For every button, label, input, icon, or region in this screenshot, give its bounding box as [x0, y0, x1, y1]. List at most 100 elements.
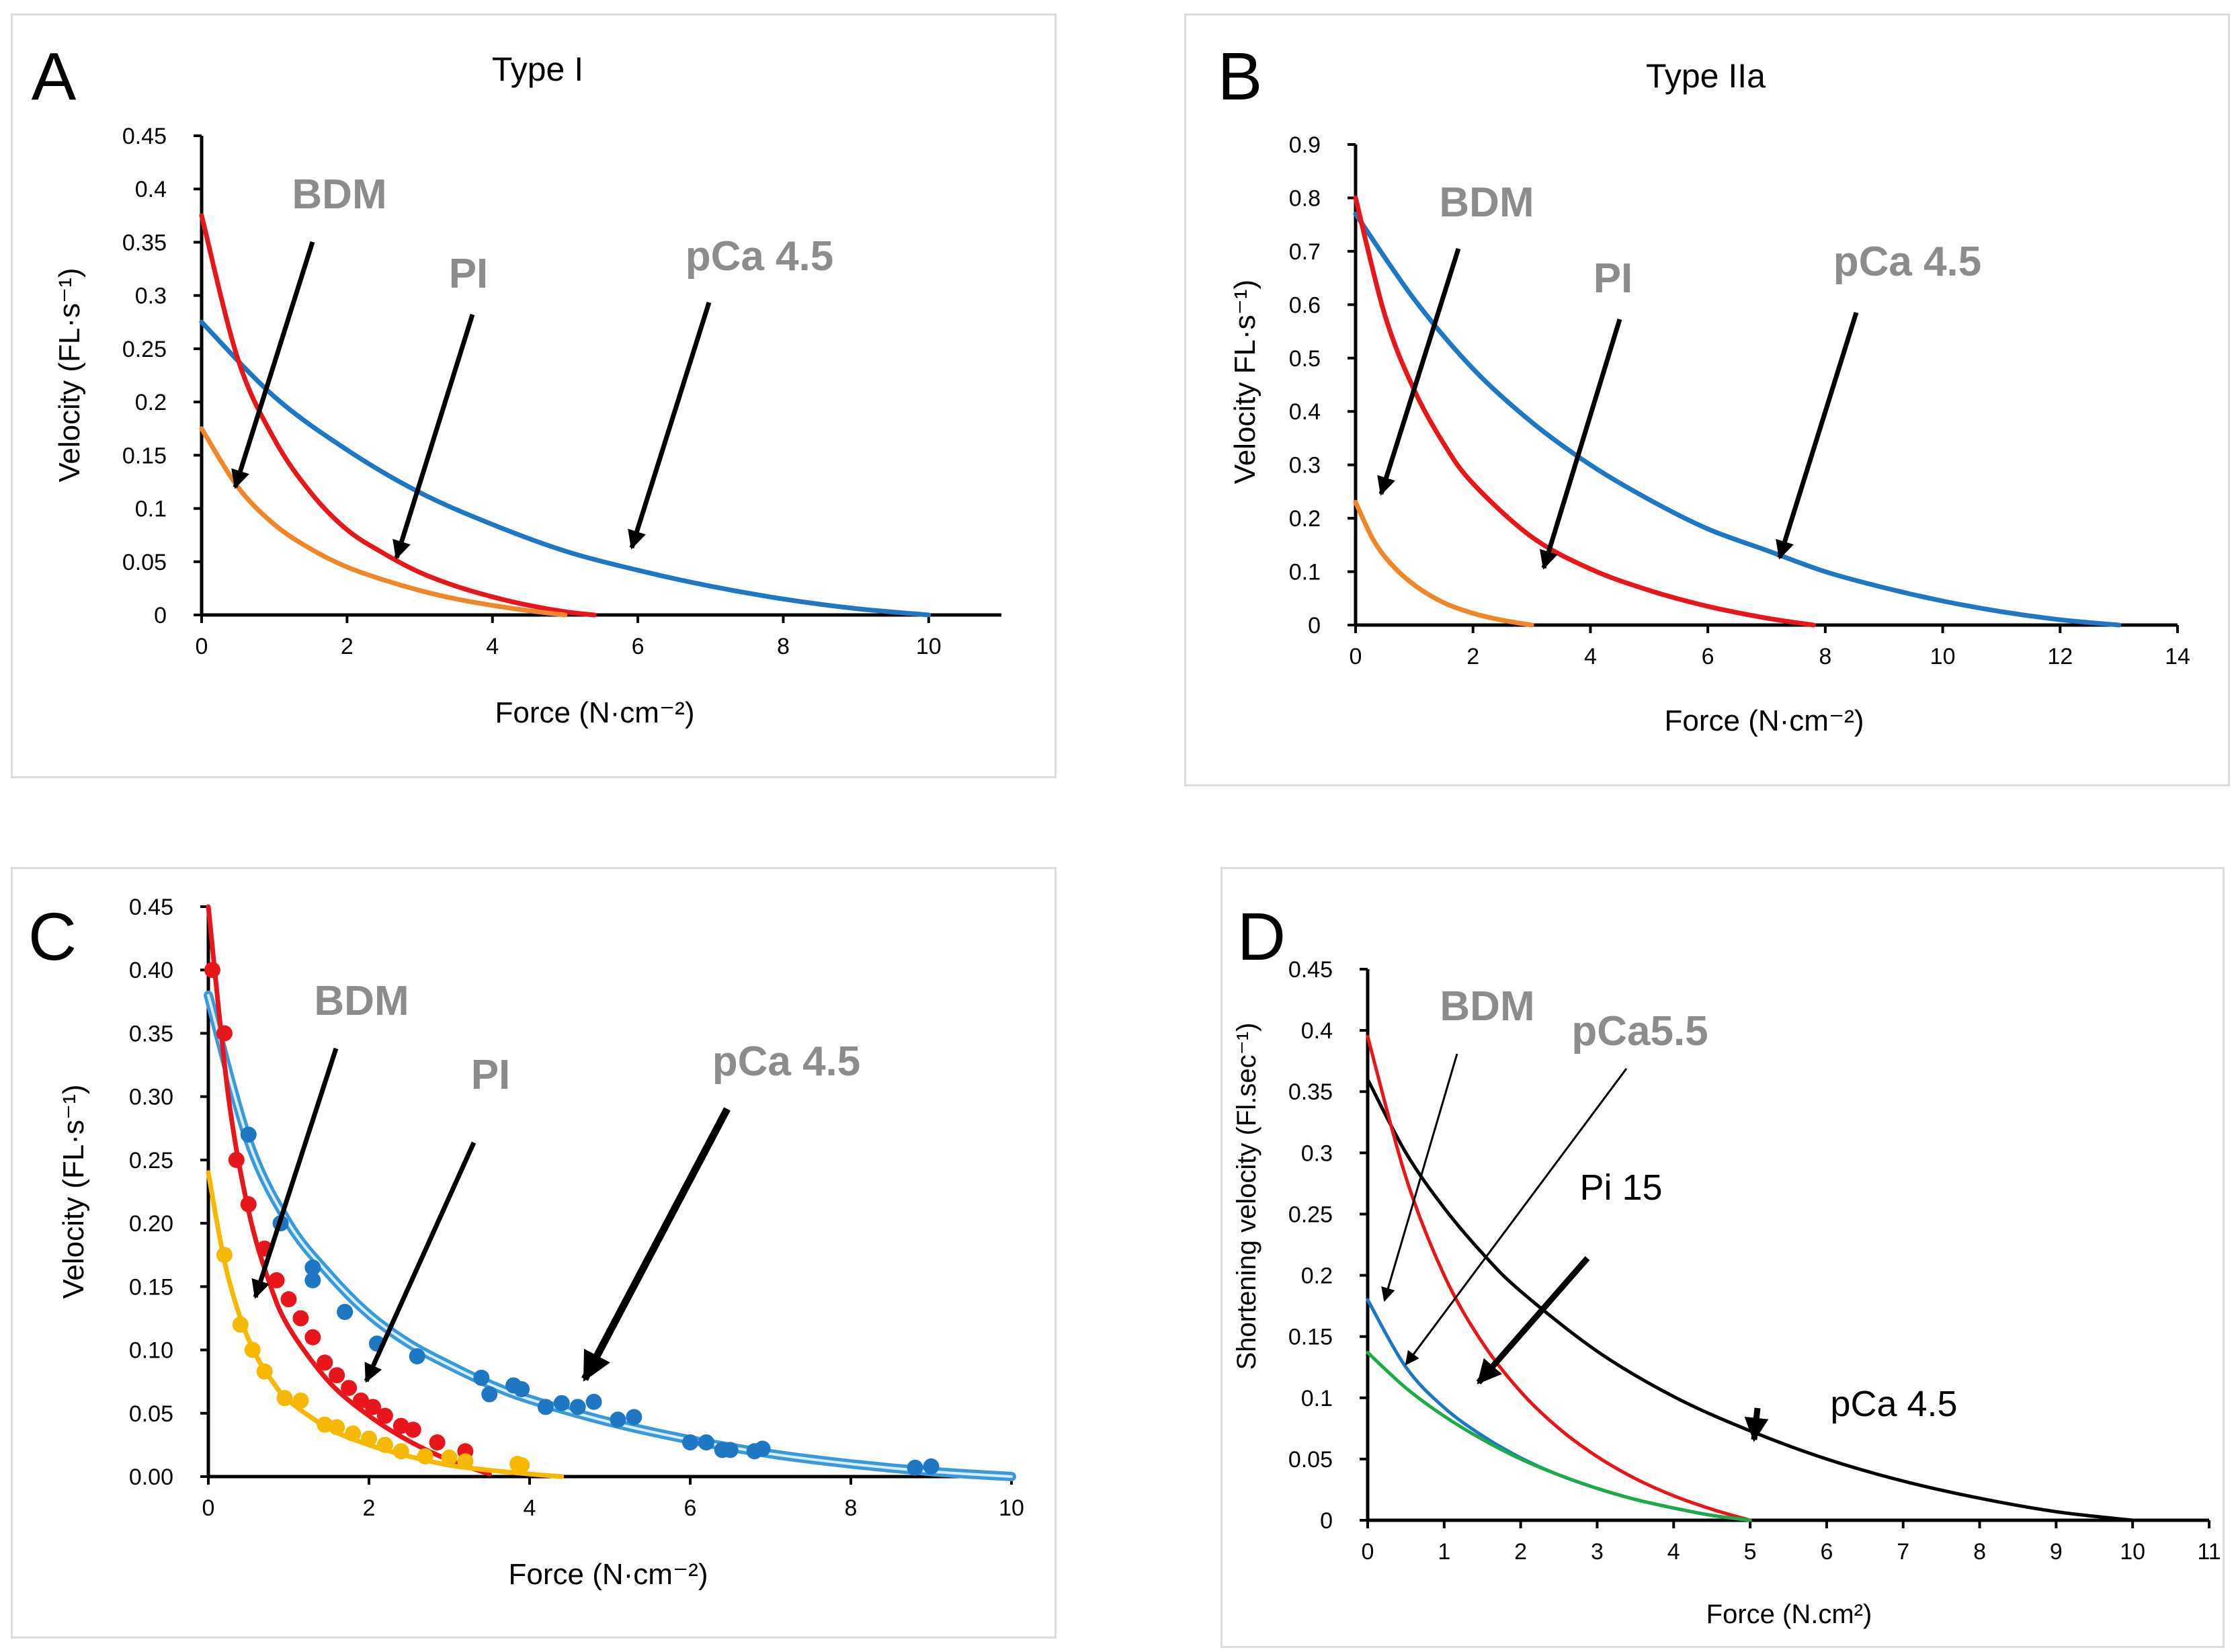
x-tick-label: 6	[1820, 1539, 1833, 1565]
data-point	[341, 1380, 358, 1397]
x-axis-label: Force (N·cm⁻²)	[495, 696, 695, 729]
data-point	[513, 1380, 530, 1397]
y-tick-label: 0.8	[1289, 185, 1321, 211]
data-point	[317, 1354, 333, 1371]
data-point	[610, 1411, 626, 1428]
y-tick-label: 0.25	[122, 337, 167, 362]
y-tick-label: 0	[154, 603, 167, 628]
data-point	[481, 1386, 498, 1403]
data-point	[722, 1442, 739, 1458]
fit-line	[1353, 211, 2122, 628]
y-tick-label: 0.35	[122, 230, 167, 255]
y-tick-label: 0.15	[1288, 1325, 1333, 1350]
data-point	[376, 1436, 393, 1453]
fit-line	[199, 426, 568, 618]
x-tick-label: 10	[1930, 644, 1956, 669]
y-axis-label: Velocity (FL·s⁻¹)	[57, 1084, 90, 1298]
annotation-label: BDM	[1440, 983, 1534, 1030]
chart-c: C 0 2 4 6 8 10 0.00 0.05 0.10 0.15 0.20 0.25 0.30 0.35…	[28, 895, 1024, 1591]
annotation-label: BDM	[314, 978, 409, 1024]
data-point	[553, 1395, 570, 1411]
panel-b	[1184, 13, 2230, 786]
y-tick-label: 0.15	[122, 443, 167, 468]
data-point	[441, 1449, 458, 1466]
data-point	[473, 1370, 490, 1387]
x-tick-label: 9	[2050, 1539, 2063, 1565]
series-pca-4-5	[199, 319, 931, 618]
x-tick-label: 2	[341, 634, 354, 659]
data-point	[304, 1329, 321, 1346]
x-tick-label: 5	[1744, 1539, 1757, 1565]
data-point	[204, 962, 220, 979]
panel-letter: B	[1218, 39, 1263, 114]
y-tick-label: 0.40	[129, 958, 173, 983]
x-tick-label: 7	[1897, 1539, 1909, 1565]
series-pi	[1353, 195, 1816, 628]
annotation-label: BDM	[292, 171, 386, 218]
y-tick-label: 0.25	[1288, 1202, 1333, 1227]
y-tick-label: 0.35	[1288, 1079, 1333, 1105]
annotation-arrow	[364, 1141, 477, 1383]
x-tick-label: 14	[2165, 644, 2190, 669]
x-tick-label: 2	[1514, 1539, 1527, 1565]
x-tick-label: 3	[1591, 1539, 1604, 1565]
x-tick-label: 4	[1584, 644, 1597, 669]
data-point	[304, 1272, 321, 1288]
data-point	[682, 1434, 698, 1451]
annotation-arrow	[1405, 1068, 1628, 1366]
x-tick-label: 6	[632, 634, 645, 659]
data-point	[317, 1416, 333, 1433]
data-point	[240, 1126, 257, 1143]
annotation-arrow	[1377, 247, 1461, 496]
annotation-arrow	[1776, 311, 1859, 560]
panel-letter: D	[1237, 899, 1286, 975]
panel-letter: C	[28, 899, 77, 975]
fit-line	[199, 319, 931, 618]
chart-a: A Type I 0 2 4 6 8 10 0 0.05 0.1 0.15 0.2 0.25 0.3 0.35…	[32, 39, 1001, 729]
x-tick-label: 10	[999, 1495, 1024, 1521]
x-tick-label: 8	[1819, 644, 1831, 669]
data-point	[268, 1272, 285, 1288]
annotation-arrow	[392, 313, 475, 560]
y-tick-label: 0.05	[129, 1401, 173, 1427]
data-point	[337, 1304, 354, 1321]
data-point	[292, 1310, 309, 1327]
annotation-label: Pi 15	[1579, 1167, 1662, 1208]
fit-line	[1366, 1298, 1752, 1522]
panel-letter: A	[32, 39, 77, 114]
data-point	[256, 1363, 273, 1380]
y-tick-label: 0.3	[1301, 1141, 1333, 1166]
x-tick-label: 6	[684, 1495, 697, 1521]
y-tick-label: 0.6	[1289, 292, 1321, 318]
data-point	[329, 1367, 345, 1384]
y-tick-label: 0.25	[129, 1148, 173, 1173]
x-tick-label: 10	[2120, 1539, 2145, 1565]
data-point	[923, 1458, 940, 1475]
annotation-arrow	[231, 241, 315, 489]
x-tick-label: 0	[196, 634, 208, 659]
data-point	[429, 1434, 446, 1451]
data-point	[537, 1399, 554, 1415]
data-point	[361, 1430, 377, 1447]
y-tick-label: 0.45	[1288, 957, 1333, 983]
x-tick-label: 8	[777, 634, 790, 659]
annotation-arrow	[581, 1107, 731, 1382]
data-point	[216, 1025, 233, 1042]
y-tick-label: 0.00	[129, 1464, 173, 1490]
series-pi-15	[1366, 1034, 1752, 1522]
series-bdm	[1353, 499, 1534, 628]
series-pi	[199, 213, 597, 618]
data-point	[232, 1316, 249, 1333]
data-point	[276, 1390, 293, 1407]
series-pca-4-5	[204, 990, 1016, 1481]
data-point	[304, 1259, 321, 1276]
y-tick-label: 0.15	[129, 1274, 173, 1300]
y-tick-label: 0	[1320, 1508, 1333, 1534]
y-tick-label: 0	[1308, 613, 1321, 638]
x-tick-label: 0	[1362, 1539, 1374, 1565]
data-point	[353, 1392, 370, 1409]
x-tick-label: 12	[2047, 644, 2073, 669]
y-tick-label: 0.5	[1289, 346, 1321, 372]
y-tick-label: 0.05	[1288, 1447, 1333, 1473]
